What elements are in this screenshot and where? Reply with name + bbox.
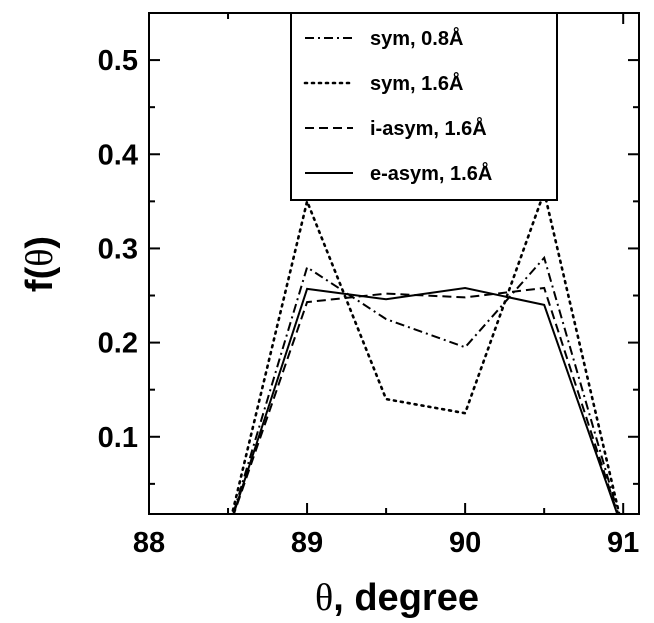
legend-label-3: e-asym, 1.6Å	[370, 161, 492, 185]
y-tick-label: 0.1	[98, 422, 138, 454]
series-line-1	[230, 187, 621, 514]
x-tick-label: 90	[449, 527, 481, 559]
y-axis-title: f(θ)	[19, 236, 61, 292]
y-tick-labels: 0.1 0.2 0.3 0.4 0.5	[98, 45, 138, 454]
series-line-2	[232, 286, 619, 514]
legend: sym, 0.8Å sym, 1.6Å i-asym, 1.6Å e-asym, 1.…	[290, 12, 558, 201]
y-tick-label: 0.5	[98, 45, 138, 77]
series-line-3	[232, 286, 619, 514]
legend-label-0: sym, 0.8Å	[370, 26, 463, 50]
x-tick-label: 89	[291, 527, 323, 559]
y-tick-label: 0.2	[98, 328, 138, 360]
x-tick-label: 91	[607, 527, 639, 559]
y-tick-label: 0.3	[98, 233, 138, 265]
legend-label-1: sym, 1.6Å	[370, 71, 463, 95]
series-line-0	[232, 255, 620, 514]
x-tick-label: 88	[133, 527, 165, 559]
series-lines	[230, 187, 621, 514]
x-tick-labels: 88 89 90 91	[133, 527, 639, 559]
x-axis-title: θ, degree	[315, 577, 479, 619]
legend-label-2: i-asym, 1.6Å	[370, 116, 487, 140]
y-tick-label: 0.4	[98, 139, 138, 171]
legend-box	[290, 12, 558, 201]
